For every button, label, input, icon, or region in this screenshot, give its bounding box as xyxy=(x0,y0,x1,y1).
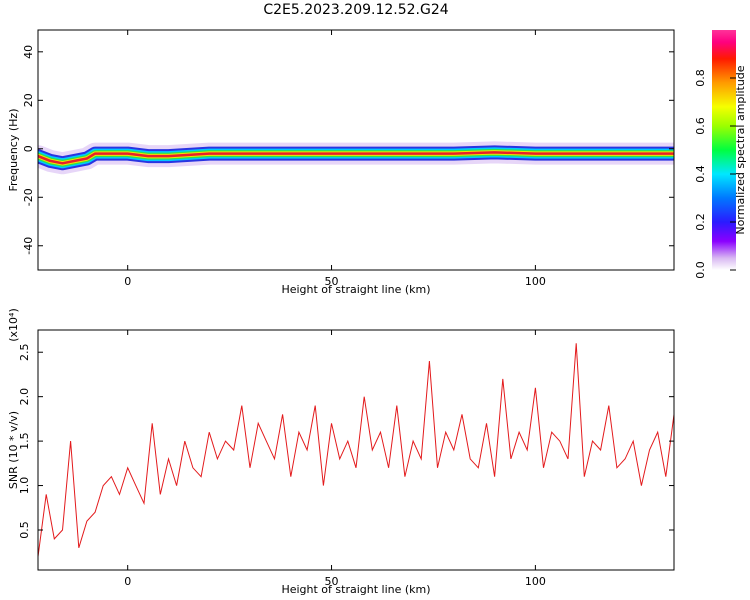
colorbar-tick-label: 0.4 xyxy=(694,165,707,183)
figure-title: C2E5.2023.209.12.52.G24 xyxy=(263,2,448,18)
snr-y-tick-label: 2.0 xyxy=(18,388,31,406)
colorbar-tick-label: 0.0 xyxy=(694,261,707,279)
colorbar-tick-label: 0.2 xyxy=(694,213,707,231)
snr-multiplier-label: (x10⁴) xyxy=(7,308,20,342)
heatmap-y-tick-label: 40 xyxy=(22,45,35,59)
heatmap-panel: 0 50 100 -40 -20 0 20 40 Height of straight li… xyxy=(7,29,675,296)
heatmap-y-tick-label: -40 xyxy=(22,237,35,255)
colorbar-ticks: 0.0 0.2 0.4 0.6 0.8 xyxy=(694,69,736,279)
snr-y-axis-label: SNR (10 * v/v) xyxy=(7,411,20,489)
heatmap-x-tick-label: 0 xyxy=(124,275,131,288)
heatmap-x-ticks: 0 50 100 xyxy=(124,30,546,288)
snr-frame xyxy=(37,329,675,571)
snr-series-line xyxy=(38,343,674,557)
heatmap-y-ticks: -40 -20 0 20 40 xyxy=(22,45,674,255)
heatmap-y-axis-label: Frequency (Hz) xyxy=(7,109,20,192)
colorbar-tick-label: 0.6 xyxy=(694,117,707,135)
snr-x-tick-label: 100 xyxy=(525,575,546,588)
heatmap-y-tick-label: 0 xyxy=(22,145,35,152)
colorbar-label: Normalized spectral amplitude xyxy=(734,65,747,234)
colorbar: 0.0 0.2 0.4 0.6 0.8 Normalized spectral ampl… xyxy=(694,30,747,279)
ridge-layer xyxy=(38,141,674,175)
snr-y-tick-label: 1.5 xyxy=(18,432,31,450)
colorbar-tick-label: 0.8 xyxy=(694,69,707,87)
snr-y-tick-label: 2.5 xyxy=(18,343,31,361)
ridge-core xyxy=(38,151,674,165)
heatmap-frame xyxy=(37,29,675,271)
snr-y-ticks: 0.5 1.0 1.5 2.0 2.5 xyxy=(18,343,674,539)
heatmap-x-axis-label: Height of straight line (km) xyxy=(281,283,430,296)
snr-x-tick-label: 50 xyxy=(325,575,339,588)
snr-y-tick-label: 1.0 xyxy=(18,477,31,495)
snr-x-ticks: 0 50 100 xyxy=(124,330,546,588)
heatmap-y-tick-label: -20 xyxy=(22,188,35,206)
snr-y-tick-label: 0.5 xyxy=(18,521,31,539)
snr-x-axis-label: Height of straight line (km) xyxy=(281,583,430,596)
snr-x-tick-label: 0 xyxy=(124,575,131,588)
heatmap-x-tick-label: 50 xyxy=(325,275,339,288)
colorbar-gradient xyxy=(712,30,736,270)
heatmap-y-tick-label: 20 xyxy=(22,93,35,107)
snr-series-layer xyxy=(38,343,674,557)
snr-panel: 0 50 100 0.5 1.0 1.5 2.0 2.5 Height of straigh… xyxy=(7,308,675,596)
heatmap-x-tick-label: 100 xyxy=(525,275,546,288)
